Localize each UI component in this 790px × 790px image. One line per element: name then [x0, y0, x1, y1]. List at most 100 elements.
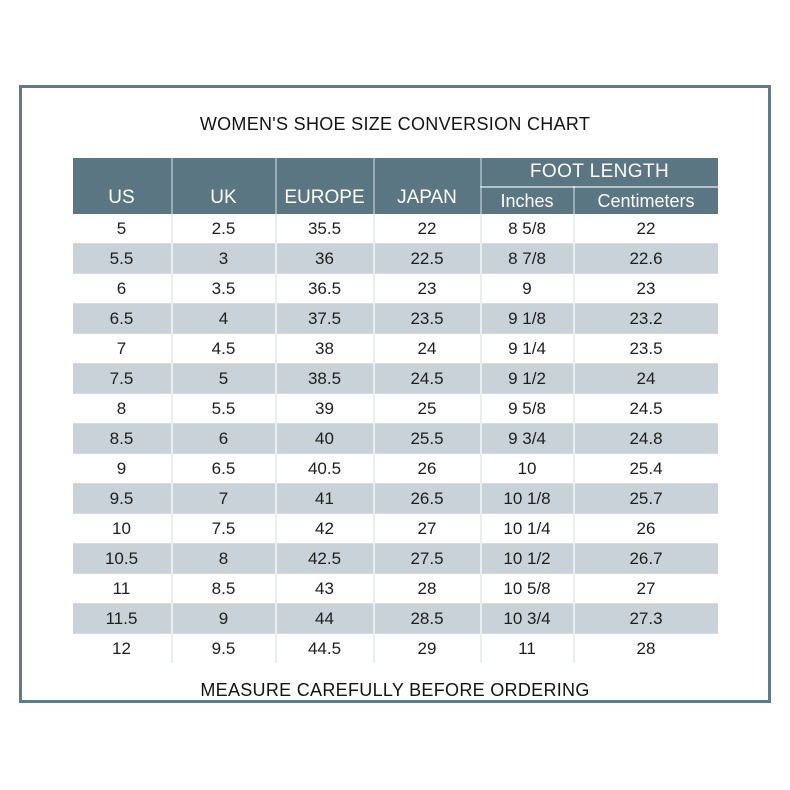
cell: 22 — [636, 218, 656, 238]
cell: 7 — [171, 483, 277, 514]
conversion-chart-frame: WOMEN'S SHOE SIZE CONVERSION CHART US UK… — [19, 85, 771, 703]
cell: 27.3 — [573, 603, 718, 634]
cell: 7.5 — [171, 513, 277, 544]
column-header-inches: Inches — [480, 187, 575, 214]
cell: 23.5 — [373, 303, 482, 334]
cell: 4.5 — [171, 333, 277, 364]
cell: 23.2 — [573, 303, 718, 334]
cell: 7 — [72, 333, 173, 364]
column-header-uk: UK — [171, 158, 277, 214]
cell: 11 — [480, 633, 575, 663]
cell: 29 — [373, 633, 482, 663]
cell: 8.5 — [72, 423, 173, 454]
cell: 9 5/8 — [480, 393, 575, 424]
cell: 9 — [480, 273, 575, 304]
cell: 9 — [72, 453, 173, 484]
cell: 38.5 — [275, 363, 375, 394]
cell: 26.7 — [573, 543, 718, 574]
page-title: WOMEN'S SHOE SIZE CONVERSION CHART — [199, 114, 591, 134]
cell: 22.5 — [373, 243, 482, 274]
column-header-europe: EUROPE — [275, 158, 375, 214]
cell: 11 — [72, 573, 173, 604]
cell: 10.5 — [72, 543, 173, 574]
cell: 12 — [72, 633, 173, 663]
cell: 9 1/4 — [480, 333, 575, 364]
cell: 10 — [72, 513, 173, 544]
cell: 23.5 — [573, 333, 718, 364]
cell: 22.6 — [573, 243, 718, 274]
cell: 23 — [373, 273, 482, 304]
cell: 10 1/4 — [480, 513, 575, 544]
cell: 24 — [373, 333, 482, 364]
cell: 5.5 — [72, 243, 173, 274]
cell: 27 — [373, 513, 482, 544]
cell: 27 — [573, 573, 718, 604]
cell: 9 3/4 — [480, 423, 575, 454]
table-row: 7 4.5 38 24 9 1/4 23.5 — [72, 333, 718, 364]
cell: 6 — [72, 273, 173, 304]
table-row: 8 5.5 39 25 9 5/8 24.5 — [72, 393, 718, 424]
cell: 22 — [373, 214, 482, 244]
cell: 9 1/8 — [480, 303, 575, 334]
cell: 37.5 — [275, 303, 375, 334]
table-row: 12 9.5 44.5 29 11 28 — [72, 633, 718, 663]
cell: 24 — [573, 363, 718, 394]
footer-note: MEASURE CAREFULLY BEFORE ORDERING — [200, 680, 590, 700]
cell: 24.5 — [573, 393, 718, 424]
table-row: 9 6.5 40.5 26 10 25.4 — [72, 453, 718, 484]
table-row: 10 7.5 42 27 10 1/4 26 — [72, 513, 718, 544]
column-header-us: US — [72, 158, 173, 214]
cell: 6.5 — [72, 303, 173, 334]
cell: 10 3/4 — [480, 603, 575, 634]
cell: 9 — [171, 603, 277, 634]
cell: 8.5 — [171, 573, 277, 604]
cell: 4 — [171, 303, 277, 334]
cell: 36.5 — [275, 273, 375, 304]
column-header-japan: JAPAN — [373, 158, 482, 214]
cell: 6 — [171, 423, 277, 454]
cell: 39 — [275, 393, 375, 424]
column-group-foot-length: FOOT LENGTH — [480, 158, 718, 188]
cell: 5.5 — [171, 393, 277, 424]
cell: 9.5 — [171, 633, 277, 663]
cell: 41 — [275, 483, 375, 514]
cell: 5 — [171, 363, 277, 394]
cell: 28 — [573, 633, 718, 663]
table-row: 9.5 7 41 26.5 10 1/8 25.7 — [72, 483, 718, 514]
cell: 25.5 — [373, 423, 482, 454]
cell: 40.5 — [275, 453, 375, 484]
table-row: 10.5 8 42.5 27.5 10 1/2 26.7 — [72, 543, 718, 574]
cell: 43 — [275, 573, 375, 604]
table-row: 11.5 9 44 28.5 10 3/4 27.3 — [72, 603, 718, 634]
cell: 26.5 — [373, 483, 482, 514]
cell: 35.5 — [275, 214, 375, 244]
cell: 25.7 — [573, 483, 718, 514]
column-header-centimeters: Centimeters — [573, 187, 718, 214]
cell: 2.5 — [171, 214, 277, 244]
cell: 8 — [72, 393, 173, 424]
cell: 40 — [275, 423, 375, 454]
cell: 27.5 — [373, 543, 482, 574]
cell: 36 — [275, 243, 375, 274]
cell: 10 1/8 — [480, 483, 575, 514]
cell: 8 — [171, 543, 277, 574]
table-body: 5 2.5 35.5 22 8 5/8 22 5.5 3 36 22.5 8 7/8 22.6 6 3.5… — [72, 214, 718, 663]
cell: 28 — [373, 573, 482, 604]
cell: 6.5 — [171, 453, 277, 484]
cell: 10 1/2 — [480, 543, 575, 574]
cell: 10 — [480, 453, 575, 484]
cell: 25 — [373, 393, 482, 424]
cell: 24.8 — [573, 423, 718, 454]
cell: 11.5 — [72, 603, 173, 634]
table-row: 5 2.5 35.5 22 8 5/8 22 — [72, 214, 718, 244]
table-row: 6 3.5 36.5 23 9 23 — [72, 273, 718, 304]
cell: 9 1/2 — [480, 363, 575, 394]
cell: 25.4 — [573, 453, 718, 484]
table-row: 11 8.5 43 28 10 5/8 27 — [72, 573, 718, 604]
cell: 8 7/8 — [480, 243, 575, 274]
table-row: 6.5 4 37.5 23.5 9 1/8 23.2 — [72, 303, 718, 334]
cell: 26 — [573, 513, 718, 544]
cell: 23 — [573, 273, 718, 304]
shoe-size-table: US UK EUROPE JAPAN FOOT LENGTH Inches Ce… — [72, 158, 718, 663]
cell: 42.5 — [275, 543, 375, 574]
